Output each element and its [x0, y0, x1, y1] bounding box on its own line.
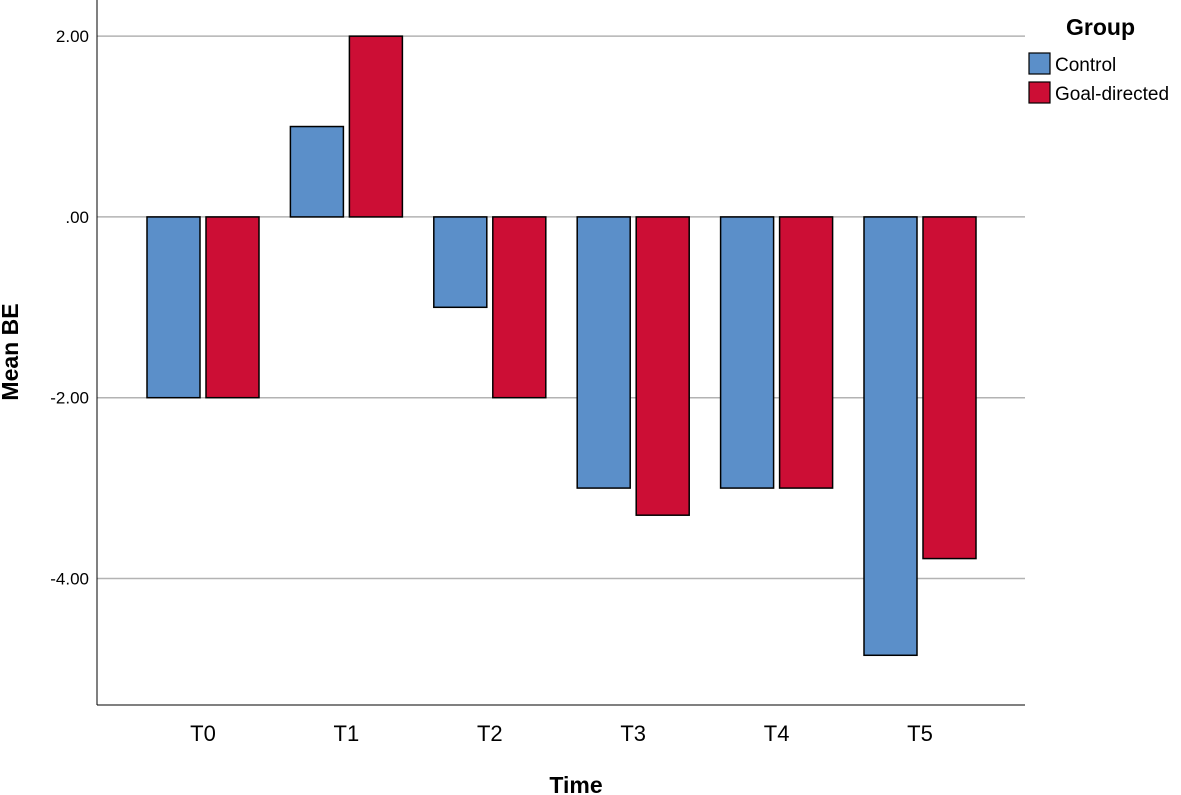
- bar-goal-directed-t5: [922, 216, 977, 560]
- y-tick-label: -2.00: [50, 389, 89, 408]
- bar-control-t5: [863, 216, 918, 657]
- axes: [96, 0, 1025, 706]
- bar-control-t4: [719, 216, 775, 489]
- bar-goal-directed-t2: [492, 216, 547, 399]
- bar-control-t1: [289, 125, 345, 218]
- legend-title: Group: [1066, 14, 1135, 40]
- legend-label: Control: [1055, 55, 1116, 76]
- bar-control-t3: [576, 216, 631, 489]
- x-axis-title: Time: [549, 772, 602, 795]
- bar-goal-directed-t1: [348, 35, 404, 218]
- x-tick-label: T4: [764, 721, 790, 746]
- x-tick-labels: T0 T1 T2 T3 T4 T5: [190, 721, 933, 746]
- y-tick-label: .00: [65, 208, 89, 227]
- legend-swatch-control: [1028, 52, 1051, 75]
- x-tick-label: T5: [907, 721, 933, 746]
- y-tick-labels: 2.00 .00 -2.00 -4.00: [50, 27, 89, 588]
- x-tick-label: T1: [334, 721, 360, 746]
- y-tick-label: 2.00: [56, 27, 89, 46]
- legend: Group Control Goal-directed: [1028, 14, 1169, 105]
- bars: [146, 35, 977, 657]
- y-axis-title: Mean BE: [0, 303, 23, 400]
- legend-swatch-goal-directed: [1028, 81, 1051, 104]
- bar-control-t0: [146, 216, 201, 399]
- x-tick-label: T3: [620, 721, 646, 746]
- y-tick-label: -4.00: [50, 569, 89, 588]
- bar-goal-directed-t0: [205, 216, 260, 399]
- x-tick-label: T2: [477, 721, 503, 746]
- legend-label: Goal-directed: [1055, 84, 1169, 105]
- bar-goal-directed-t3: [635, 216, 690, 516]
- x-tick-label: T0: [190, 721, 216, 746]
- bar-control-t2: [433, 216, 488, 309]
- bar-goal-directed-t4: [778, 216, 834, 489]
